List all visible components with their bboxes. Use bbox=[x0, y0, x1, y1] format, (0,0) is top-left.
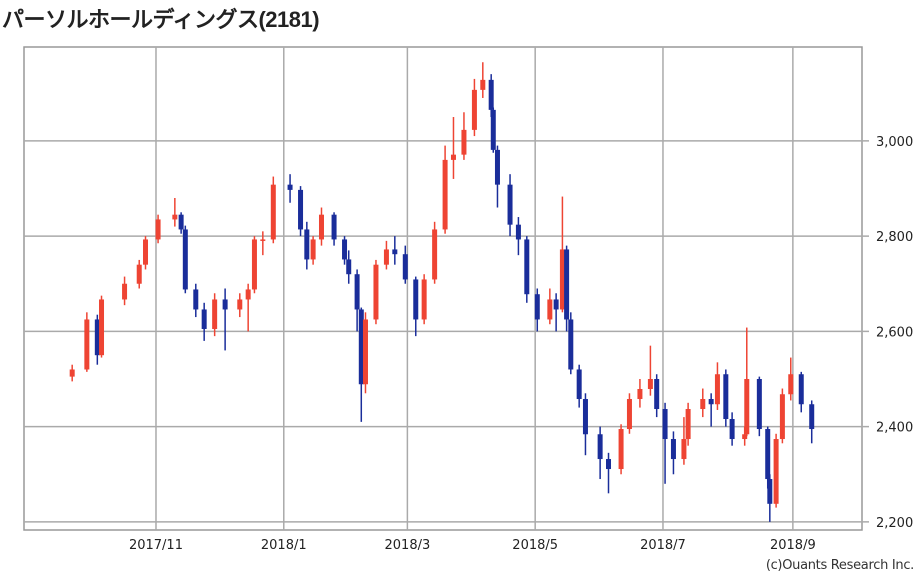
candle-body-down bbox=[413, 279, 419, 320]
candle-body-up bbox=[99, 299, 105, 356]
x-tick-label: 2018/7 bbox=[640, 538, 686, 553]
candle-body-down bbox=[670, 439, 676, 460]
candle-body-down bbox=[534, 294, 540, 320]
candle-body-down bbox=[494, 149, 500, 185]
candle-body-up bbox=[432, 229, 438, 280]
candle-body-down bbox=[767, 479, 773, 504]
candle-body-down bbox=[756, 379, 762, 430]
candle-body-up bbox=[442, 159, 448, 230]
candle-body-down bbox=[723, 374, 729, 420]
candle-body-down bbox=[553, 299, 559, 310]
candle-body-down bbox=[94, 319, 100, 356]
candle-body-down bbox=[798, 374, 804, 405]
plot-area bbox=[23, 46, 863, 531]
candle-body-down bbox=[287, 184, 293, 190]
y-tick-label: 2,600 bbox=[876, 325, 913, 340]
candle-body-down bbox=[490, 109, 496, 150]
candle-body-up bbox=[421, 279, 427, 320]
x-tick-label: 2018/9 bbox=[770, 538, 816, 553]
y-tick-label: 2,800 bbox=[876, 230, 913, 245]
candle-body-up bbox=[136, 264, 142, 284]
candle-body-down bbox=[708, 399, 714, 405]
candle-body-up bbox=[681, 439, 687, 460]
candle-body-down bbox=[809, 404, 815, 430]
candle-body-up bbox=[143, 239, 149, 265]
candle-body-up bbox=[685, 409, 691, 440]
x-tick-label: 2018/5 bbox=[512, 538, 558, 553]
candle-body-up bbox=[779, 394, 785, 440]
candle-body-down bbox=[346, 259, 352, 275]
candle-body-up bbox=[212, 299, 218, 329]
candle-body-up bbox=[618, 429, 624, 470]
candle-body-up bbox=[383, 249, 389, 265]
y-tick-label: 3,000 bbox=[876, 135, 913, 150]
chart-title: パーソルホールディングス(2181) bbox=[2, 7, 320, 32]
candle-body-up bbox=[251, 239, 257, 290]
candle-body-down bbox=[342, 239, 348, 260]
candle-body-down bbox=[568, 319, 574, 370]
candle-body-up bbox=[122, 283, 128, 300]
candle-body-up bbox=[362, 319, 368, 385]
candle-body-up bbox=[84, 319, 90, 370]
candle-body-up bbox=[637, 389, 643, 400]
candle-body-up bbox=[310, 239, 316, 260]
candle-body-up bbox=[461, 129, 467, 155]
candle-body-up bbox=[788, 374, 794, 395]
candle-body-down bbox=[304, 229, 310, 260]
candle-body-down bbox=[576, 369, 582, 400]
candle-body-down bbox=[358, 309, 364, 385]
candle-body-up bbox=[714, 374, 720, 405]
candle-body-down bbox=[182, 229, 188, 290]
candle-body-up bbox=[626, 399, 632, 430]
y-tick-label: 2,400 bbox=[876, 421, 913, 436]
candle-body-up bbox=[547, 299, 553, 320]
candle-body-down bbox=[354, 274, 360, 310]
candle-body-down bbox=[402, 254, 408, 280]
candle-body-down bbox=[515, 224, 521, 240]
candle-body-up bbox=[559, 249, 565, 310]
candle-body-up bbox=[237, 299, 243, 310]
candle-body-up bbox=[270, 184, 276, 240]
candle-body-down bbox=[654, 379, 660, 410]
candle-body-down bbox=[178, 214, 184, 230]
candle-body-down bbox=[597, 434, 603, 460]
y-tick-label: 2,200 bbox=[876, 516, 913, 531]
candle-body-down bbox=[392, 249, 398, 255]
candle-body-down bbox=[193, 289, 199, 310]
candle-body-down bbox=[606, 459, 612, 470]
candle-body-up bbox=[245, 289, 251, 300]
candle-body-down bbox=[729, 419, 735, 440]
candle-body-down bbox=[222, 299, 228, 310]
x-tick-label: 2017/11 bbox=[129, 538, 183, 553]
candle-body-up bbox=[260, 239, 266, 241]
candle-body-down bbox=[765, 429, 771, 480]
copyright-text: (c)Ouants Research Inc. bbox=[765, 558, 914, 573]
candle-body-up bbox=[373, 264, 379, 320]
candle-body-down bbox=[488, 79, 494, 110]
candle-body-up bbox=[744, 379, 750, 435]
candle-body-up bbox=[172, 214, 178, 220]
candle-body-down bbox=[582, 399, 588, 435]
candle-body-up bbox=[700, 399, 706, 410]
candle-body-down bbox=[564, 249, 570, 320]
candle-body-down bbox=[201, 309, 207, 329]
candle-body-up bbox=[471, 89, 477, 130]
candle-body-up bbox=[318, 214, 324, 240]
candle-body-up bbox=[480, 79, 486, 90]
candle-body-down bbox=[524, 239, 530, 295]
candle-body-up bbox=[742, 434, 748, 440]
candle-body-up bbox=[450, 154, 456, 160]
candle-body-down bbox=[331, 214, 337, 240]
candle-body-up bbox=[773, 439, 779, 504]
candle-body-down bbox=[298, 189, 304, 230]
candle-body-up bbox=[69, 369, 75, 377]
x-tick-label: 2018/3 bbox=[385, 538, 431, 553]
candle-body-up bbox=[155, 219, 161, 240]
candle-body-down bbox=[662, 409, 668, 440]
candle-body-down bbox=[507, 184, 513, 225]
x-tick-label: 2018/1 bbox=[261, 538, 307, 553]
candle-body-up bbox=[647, 379, 653, 390]
